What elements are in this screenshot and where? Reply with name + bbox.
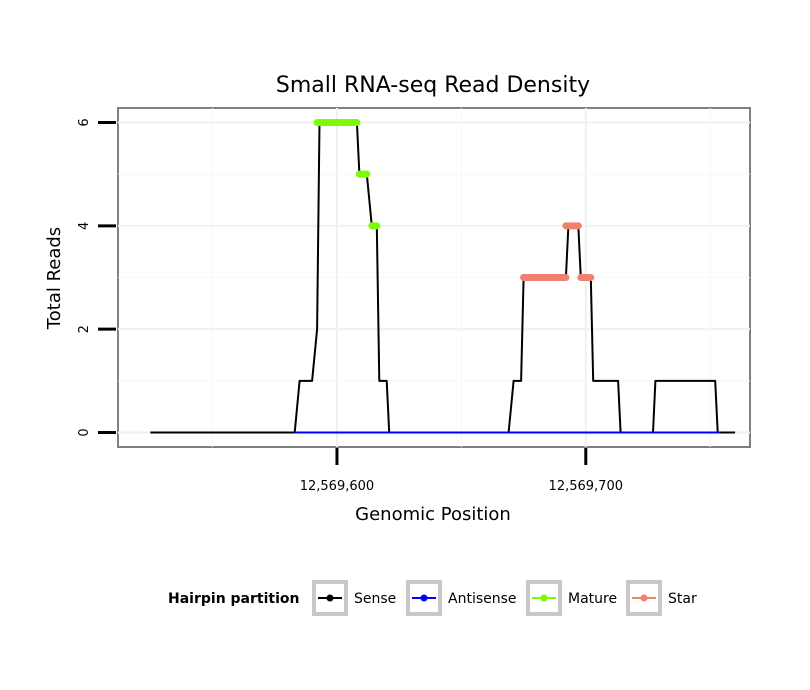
x-tick-label: 12,569,700 [549,479,623,494]
legend-label-mature: Mature [568,591,617,607]
y-axis: 0 2 4 6 [77,118,116,437]
x-tick-label: 12,569,600 [300,479,374,494]
legend-label-antisense: Antisense [448,591,517,607]
legend-key-dot [640,594,648,602]
x-axis: 12,569,600 12,569,700 [300,448,623,494]
legend-label-sense: Sense [354,591,396,607]
series-layer [150,118,736,434]
y-tick-label: 6 [77,118,92,126]
legend-item-star: Star [626,580,697,616]
legend-items: Sense Antisense Mature Star [312,580,697,616]
legend-label-star: Star [668,591,697,607]
y-tick-label: 4 [77,222,92,230]
legend: Hairpin partition Sense Antisense Mature St… [168,580,697,616]
y-axis-title: Total Reads [44,227,65,330]
chart-title: Small RNA-seq Read Density [276,73,590,98]
legend-item-antisense: Antisense [406,580,517,616]
legend-key-dot [540,594,548,602]
x-axis-title: Genomic Position [355,504,511,525]
legend-key-dot [420,594,428,602]
legend-key-dot [326,594,334,602]
legend-title: Hairpin partition [168,591,299,607]
legend-item-mature: Mature [526,580,617,616]
y-tick-label: 2 [77,325,92,333]
legend-item-sense: Sense [312,580,396,616]
y-tick-label: 0 [77,428,92,436]
